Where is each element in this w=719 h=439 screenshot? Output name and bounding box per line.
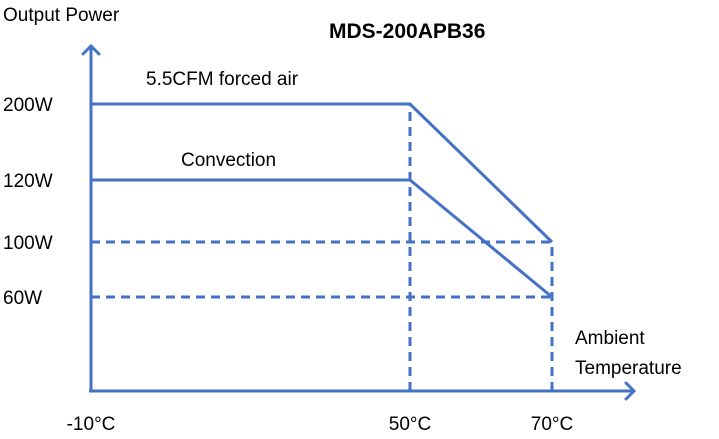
y-tick-label-100w: 100W	[3, 233, 53, 254]
x-axis-label-line-1: Ambient	[575, 328, 645, 349]
x-axis-label-line-2: Temperature	[575, 358, 682, 379]
chart-title: MDS-200APB36	[329, 20, 485, 43]
y-tick-label-60w: 60W	[3, 288, 42, 309]
series-label-forced-air: 5.5CFM forced air	[146, 69, 299, 90]
x-tick-label-minus10c: -10°C	[67, 414, 116, 435]
x-tick-label-50c: 50°C	[389, 414, 431, 435]
y-tick-labels: 200W 120W 100W 60W	[3, 95, 53, 309]
x-tick-label-70c: 70°C	[531, 414, 573, 435]
guide-lines	[91, 104, 554, 391]
series-label-convection: Convection	[181, 150, 276, 171]
series-lines	[91, 102, 554, 299]
y-tick-label-200w: 200W	[3, 95, 53, 116]
y-tick-label-120w: 120W	[3, 171, 53, 192]
series-line-forced-air	[91, 102, 554, 244]
series-line-convection	[91, 178, 553, 299]
x-tick-labels: -10°C 50°C 70°C	[67, 414, 574, 435]
y-axis-label: Output Power	[3, 5, 120, 26]
